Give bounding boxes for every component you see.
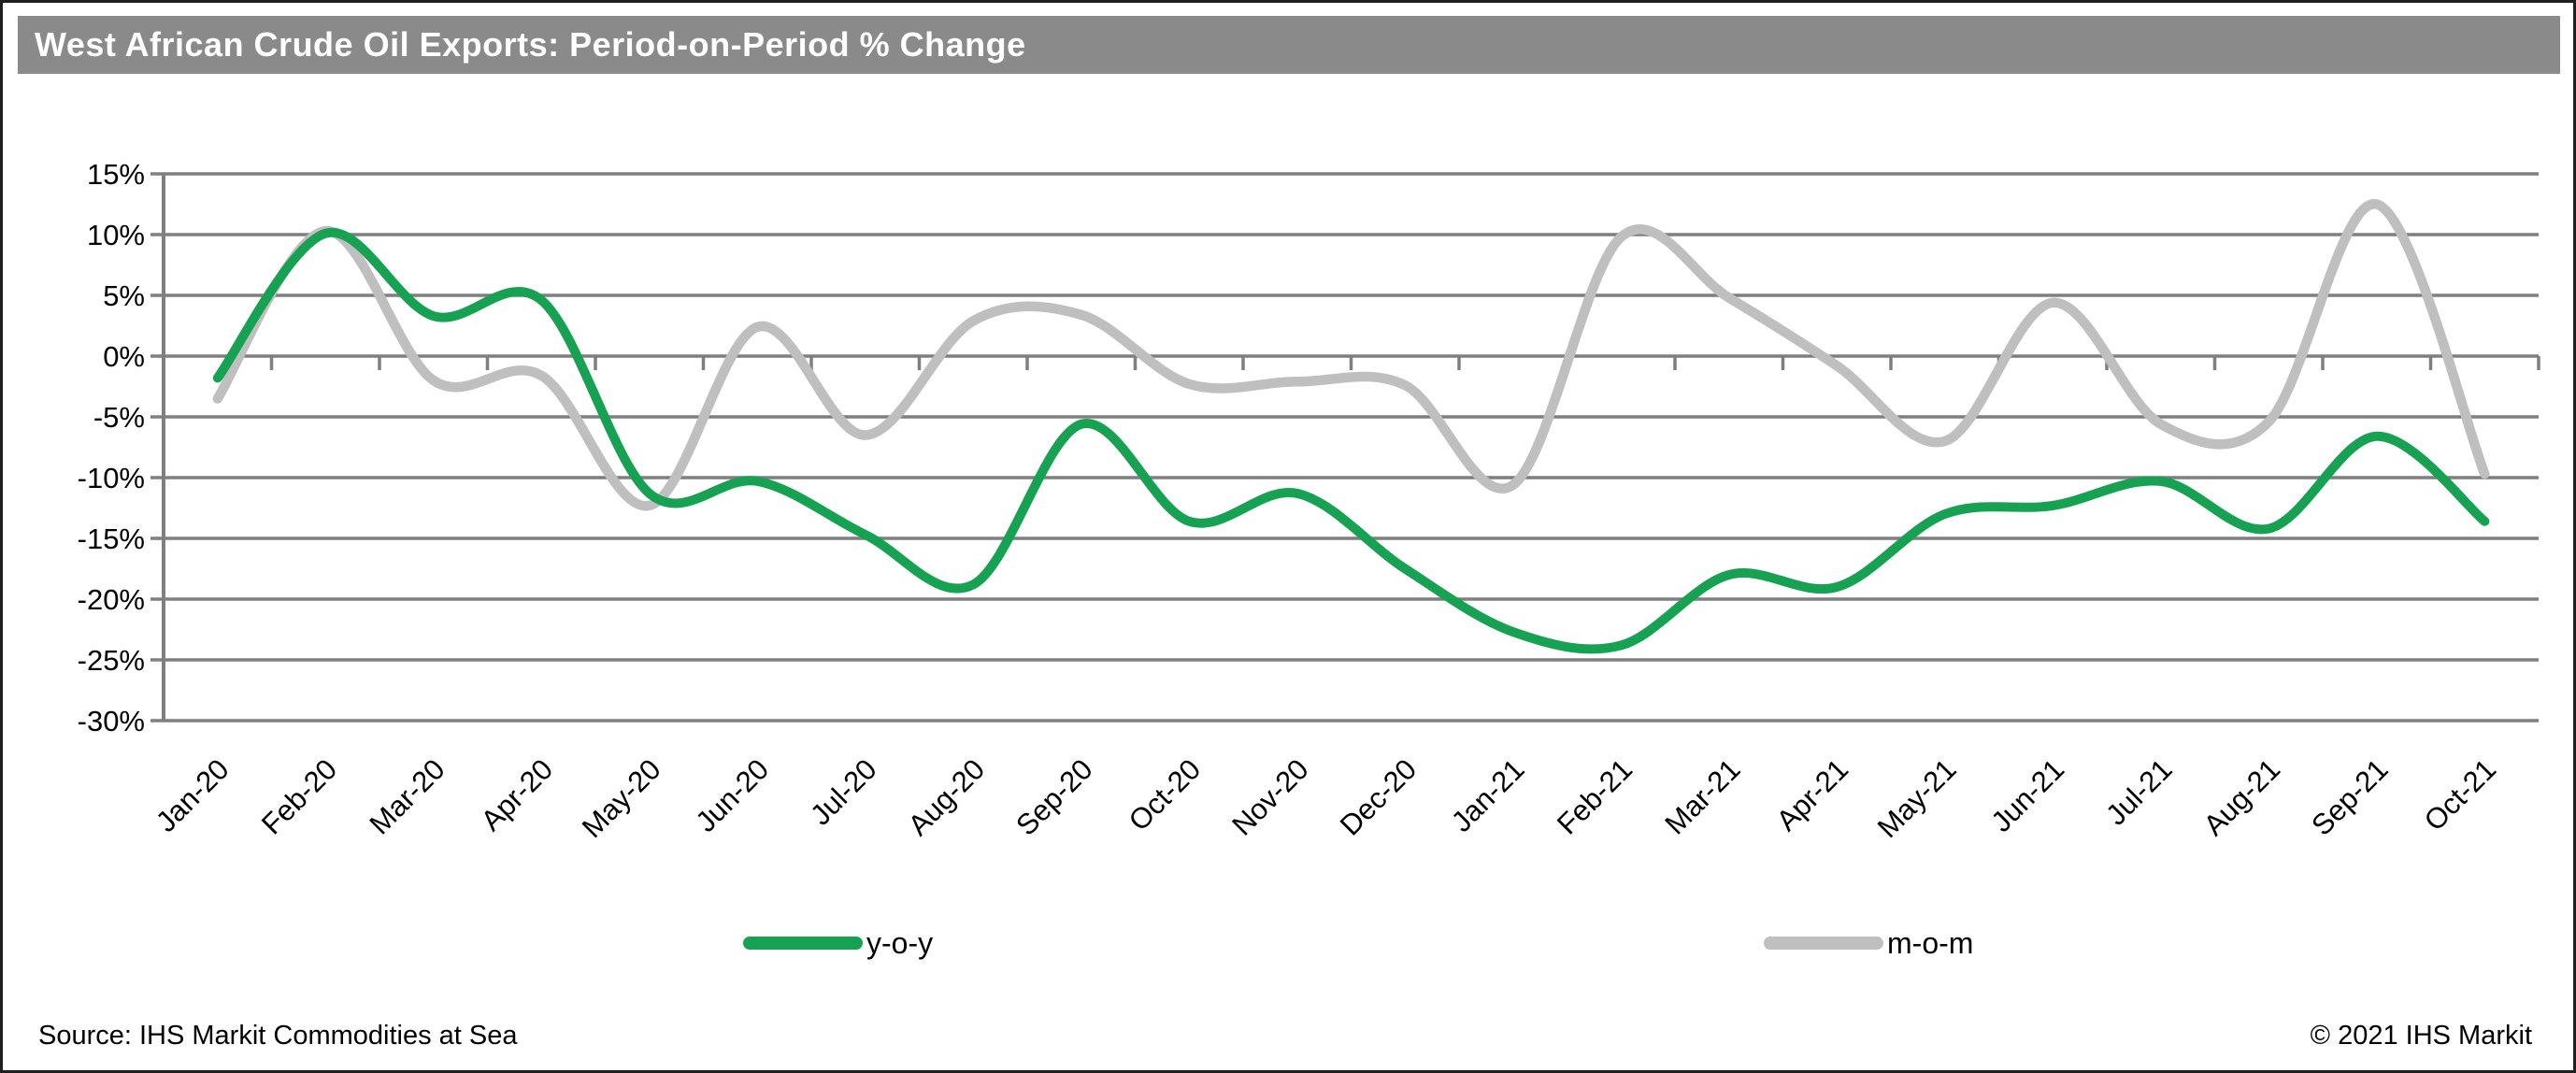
y-axis-label: 15%	[87, 158, 145, 191]
y-axis-label: 0%	[103, 340, 145, 373]
x-axis-label: Oct-21	[2418, 752, 2503, 837]
y-axis-label: -30%	[78, 705, 145, 737]
plot-area: 15%10%5%0%-5%-10%-15%-20%-25%-30%Jan-20 F…	[78, 158, 2540, 844]
x-axis-label: Aug-21	[2197, 752, 2286, 841]
x-axis-label: Jan-21	[1445, 752, 1531, 838]
x-axis-label: Mar-20	[364, 752, 451, 840]
x-axis-label: Apr-20	[475, 752, 560, 837]
x-axis-label: Jun-21	[1984, 752, 2070, 838]
y-axis-label: -10%	[78, 462, 145, 494]
y-axis-label: -5%	[93, 401, 145, 434]
legend-yoy-label: y-o-y	[866, 925, 934, 960]
x-axis-label: May-21	[1871, 752, 1963, 844]
x-axis-label: Feb-20	[255, 752, 343, 840]
legend-mom-label: m-o-m	[1887, 925, 1974, 960]
y-axis-label: 10%	[87, 219, 145, 251]
x-axis-label: Sep-20	[1009, 752, 1098, 841]
mom-series-line	[212, 199, 2490, 511]
x-axis-label: Apr-21	[1770, 752, 1855, 837]
copyright-note: © 2021 IHS Markit	[2310, 1021, 2532, 1051]
x-axis-label: Aug-20	[902, 752, 991, 841]
x-axis-label: Sep-21	[2305, 752, 2394, 841]
yoy-series-line	[212, 227, 2490, 654]
x-axis-label: Dec-20	[1334, 752, 1423, 841]
chart-title: West African Crude Oil Exports: Period-o…	[35, 25, 1026, 64]
source-note: Source: IHS Markit Commodities at Sea	[38, 1021, 518, 1051]
x-axis-label: Feb-21	[1551, 752, 1639, 840]
legend-yoy-line-swatch	[743, 937, 863, 950]
y-axis-label: -20%	[78, 583, 145, 616]
x-axis-label: Mar-21	[1659, 752, 1747, 840]
x-axis-label: Jul-20	[804, 752, 882, 831]
legend-mom-line-swatch	[1764, 937, 1883, 950]
y-axis-label: 5%	[103, 279, 145, 312]
legend-item-yoy: y-o-y	[743, 923, 933, 964]
x-axis-label: Oct-20	[1123, 752, 1208, 837]
x-axis-label: Jan-20	[150, 752, 236, 838]
x-axis-label: Jun-20	[689, 752, 775, 838]
y-axis-label: -15%	[78, 522, 145, 555]
chart-footer: Source: IHS Markit Commodities at Sea © …	[3, 1012, 2573, 1057]
y-axis-label: -25%	[78, 644, 145, 677]
x-axis-label: Jul-21	[2099, 752, 2178, 831]
chart-legend: y-o-y m-o-m	[3, 923, 2573, 964]
legend-item-mom: m-o-m	[1764, 923, 1973, 964]
x-axis-label: May-20	[576, 752, 667, 844]
x-axis-label: Nov-20	[1225, 752, 1314, 841]
chart-title-bar: West African Crude Oil Exports: Period-o…	[18, 16, 2560, 74]
